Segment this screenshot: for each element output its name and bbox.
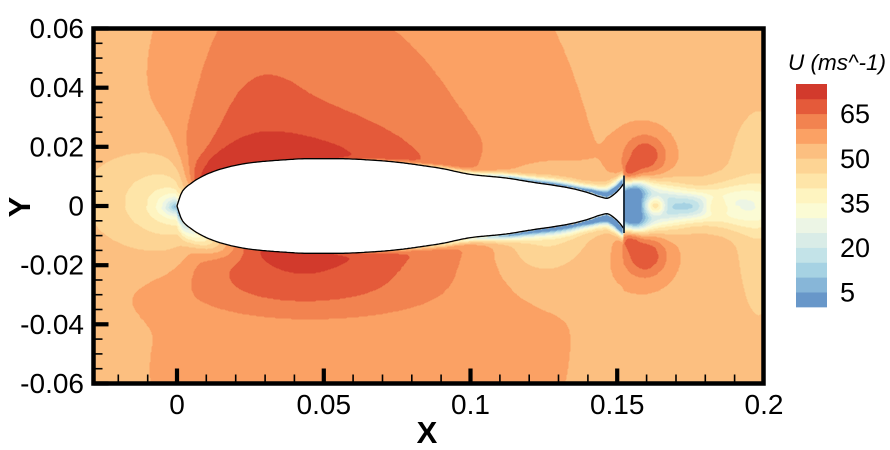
svg-text:20: 20 — [840, 233, 870, 263]
svg-text:-0.02: -0.02 — [20, 250, 84, 281]
svg-text:0: 0 — [169, 389, 185, 420]
svg-text:0.02: 0.02 — [30, 131, 85, 162]
svg-text:5: 5 — [840, 278, 855, 308]
svg-text:X: X — [417, 415, 438, 450]
svg-text:0.2: 0.2 — [745, 389, 784, 420]
svg-text:0.05: 0.05 — [297, 389, 352, 420]
svg-text:0.06: 0.06 — [30, 13, 85, 44]
svg-text:0.1: 0.1 — [451, 389, 490, 420]
svg-text:0.04: 0.04 — [30, 72, 85, 103]
svg-text:-0.04: -0.04 — [20, 309, 84, 340]
svg-text:0: 0 — [68, 191, 84, 222]
svg-text:-0.06: -0.06 — [20, 368, 84, 399]
svg-text:0.15: 0.15 — [590, 389, 645, 420]
svg-text:50: 50 — [840, 144, 870, 174]
svg-text:65: 65 — [840, 99, 870, 129]
svg-text:U (ms^-1): U (ms^-1) — [788, 50, 886, 75]
svg-text:35: 35 — [840, 188, 870, 218]
svg-text:Y: Y — [2, 196, 37, 217]
